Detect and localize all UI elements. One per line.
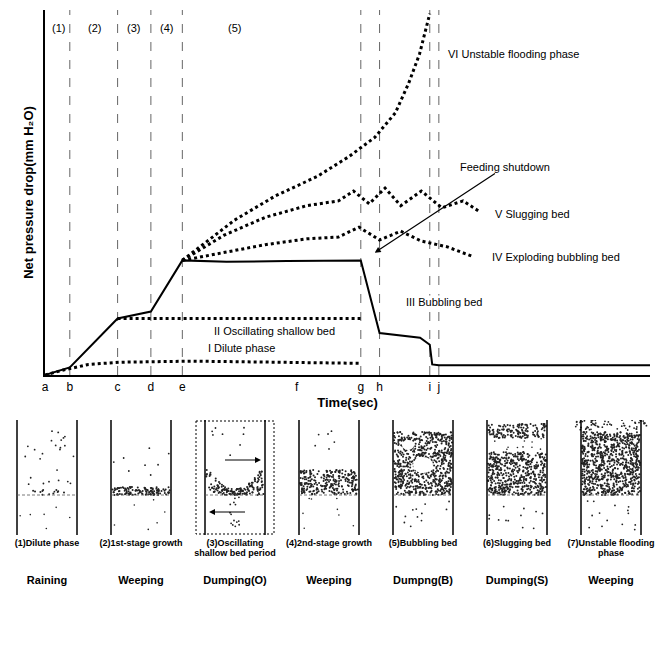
svg-text:i: i bbox=[428, 380, 431, 394]
svg-text:g: g bbox=[357, 380, 364, 394]
svg-text:a: a bbox=[42, 380, 49, 394]
svg-text:j: j bbox=[437, 380, 441, 394]
html-text:Dumpng(B): Dumpng(B) bbox=[393, 574, 453, 586]
svg-text:Time(sec): Time(sec) bbox=[317, 395, 377, 410]
svg-text:d: d bbox=[148, 380, 155, 394]
svg-text:VI Unstable flooding phase: VI Unstable flooding phase bbox=[448, 48, 579, 60]
svg-text:II Oscillating shallow bed: II Oscillating shallow bed bbox=[214, 325, 335, 337]
html-text:(5)Bubbling bed: (5)Bubbling bed bbox=[388, 538, 458, 548]
html-text:Dumping(O): Dumping(O) bbox=[203, 574, 267, 586]
svg-text:e: e bbox=[179, 380, 186, 394]
html-text:(3)Oscillating shallow bed per: (3)Oscillating shallow bed period bbox=[194, 538, 276, 559]
svg-text:c: c bbox=[115, 380, 121, 394]
html-text:(2)1st-stage growth: (2)1st-stage growth bbox=[99, 538, 183, 548]
html-text:Weeping: Weeping bbox=[118, 574, 164, 586]
html-text:Weeping: Weeping bbox=[306, 574, 352, 586]
svg-text:(4): (4) bbox=[160, 22, 173, 34]
html-text:Raining: Raining bbox=[26, 574, 68, 586]
svg-text:IV Exploding bubbling bed: IV Exploding bubbling bed bbox=[492, 251, 620, 263]
svg-text:(5): (5) bbox=[228, 22, 241, 34]
svg-text:III Bubbling bed: III Bubbling bed bbox=[406, 296, 482, 308]
svg-text:(3): (3) bbox=[127, 22, 140, 34]
html-text:(7)Unstable flooding phase: (7)Unstable flooding phase bbox=[567, 538, 655, 559]
svg-text:f: f bbox=[295, 380, 299, 394]
html-text:Dumping(S): Dumping(S) bbox=[485, 574, 549, 586]
html-text:(4)2nd-stage growth: (4)2nd-stage growth bbox=[286, 538, 372, 548]
html-text:Weeping: Weeping bbox=[588, 574, 634, 586]
svg-text:(1): (1) bbox=[52, 22, 65, 34]
svg-text:I Dilute phase: I Dilute phase bbox=[208, 342, 275, 354]
svg-text:b: b bbox=[66, 380, 73, 394]
html-text:(6)Slugging bed: (6)Slugging bed bbox=[483, 538, 551, 548]
html-text:(1)Dilute phase: (1)Dilute phase bbox=[14, 538, 80, 548]
svg-text:V Slugging bed: V Slugging bed bbox=[495, 208, 570, 220]
svg-text:Feeding shutdown: Feeding shutdown bbox=[460, 161, 550, 173]
svg-text:(2): (2) bbox=[88, 22, 101, 34]
svg-text:h: h bbox=[376, 380, 383, 394]
svg-text:Net pressure drop(mm H₂O): Net pressure drop(mm H₂O) bbox=[21, 106, 36, 279]
